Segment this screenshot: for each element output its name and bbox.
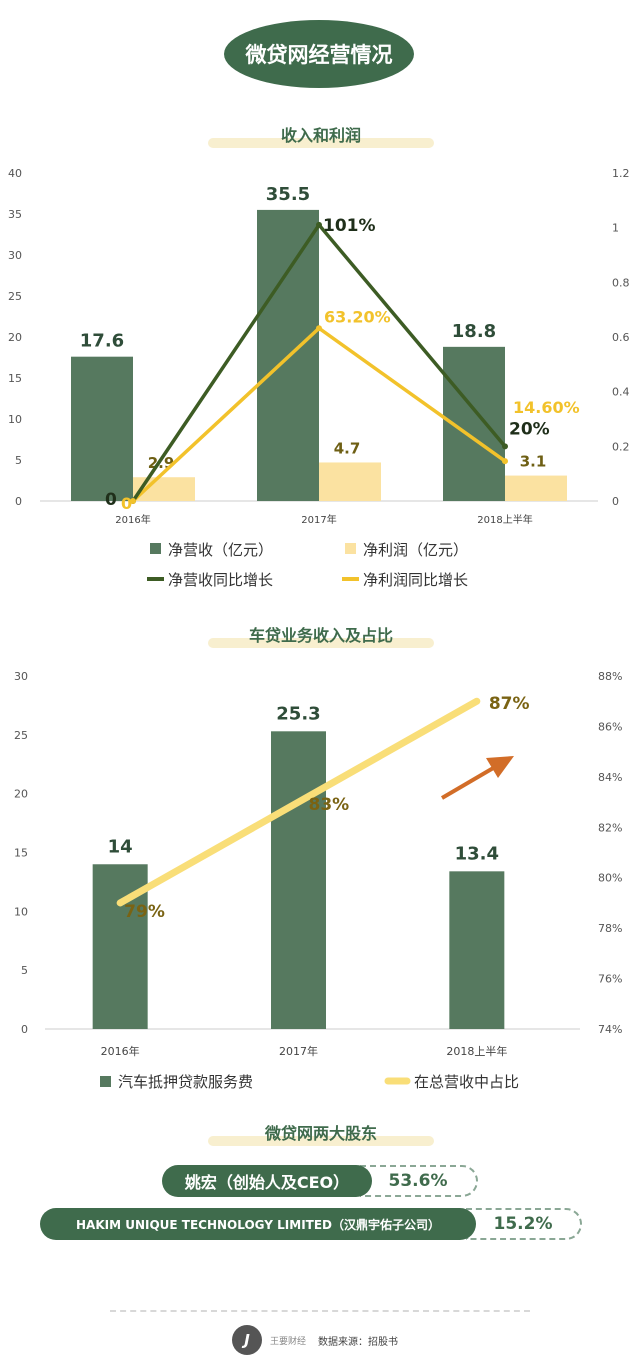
- bar-net-profit: [133, 477, 195, 501]
- y-tick-label-left: 0: [21, 1023, 28, 1036]
- y-tick-label-right: 0.2: [612, 440, 630, 453]
- y-tick-label-right: 82%: [598, 821, 622, 834]
- data-label-net-revenue: 17.6: [80, 331, 124, 352]
- y-tick-label-right: 80%: [598, 872, 622, 885]
- car-loan-chart: 0 5 10 15 20 25 30 74% 76% 78% 80% 82% 84% 86% 88% 2016…: [14, 670, 622, 1091]
- data-label-profit-growth: 14.60%: [513, 398, 580, 417]
- logo-text: 王要财经: [270, 1336, 307, 1347]
- footer: J 王要财经 数据来源：招股书: [232, 1322, 398, 1358]
- x-tick-label: 2016年: [101, 1044, 140, 1058]
- revenue-profit-chart: 0 5 10 15 20 25 30 35 40 0 0.2 0.4 0.6 0.8 1 1.2 2016年 20…: [8, 167, 630, 589]
- data-label-share-of-revenue: 83%: [309, 795, 350, 815]
- legend-line-swatch: [342, 577, 359, 581]
- shareholder-1-name: 姚宏（创始人及CEO）: [162, 1165, 372, 1197]
- y-tick-label-right: 74%: [598, 1023, 622, 1036]
- legend-label: 在总营收中占比: [414, 1073, 519, 1091]
- data-label-revenue-growth: 20%: [509, 419, 550, 439]
- data-label-car-loan-fee: 13.4: [455, 843, 499, 864]
- legend-label: 净营收同比增长: [168, 571, 273, 589]
- data-label-share-of-revenue: 79%: [124, 902, 165, 922]
- y-tick-label-right: 0.4: [612, 386, 630, 399]
- legend-swatch: [345, 543, 356, 554]
- point-profit-growth: [130, 498, 136, 504]
- data-label-profit-growth: 63.20%: [324, 307, 391, 326]
- x-tick-label: 2018上半年: [477, 513, 532, 526]
- bar-car-loan-fee: [449, 871, 505, 1029]
- bar-net-profit: [505, 475, 567, 501]
- y-tick-label-left: 15: [8, 372, 22, 385]
- logo-icon: J: [232, 1325, 262, 1355]
- y-tick-label-left: 25: [14, 729, 28, 742]
- x-tick-label: 2016年: [115, 513, 150, 526]
- line-share-of-revenue: [116, 697, 481, 907]
- y-tick-label-right: 1.2: [612, 167, 630, 180]
- data-label-net-revenue: 35.5: [266, 184, 310, 205]
- y-tick-label-right: 0.6: [612, 331, 630, 344]
- legend-label: 净利润（亿元）: [363, 541, 468, 559]
- y-tick-label-left: 20: [8, 331, 22, 344]
- x-tick-label: 2017年: [301, 513, 336, 526]
- shareholder-1-percent: 53.6%: [360, 1165, 478, 1197]
- y-tick-label-left: 5: [15, 454, 22, 467]
- data-label-revenue-growth: 101%: [323, 216, 376, 236]
- section-title-text: 微贷网两大股东: [264, 1124, 377, 1143]
- point-revenue-growth: [316, 221, 322, 228]
- data-label-car-loan-fee: 25.3: [276, 703, 320, 724]
- main-title: 微贷网经营情况: [224, 20, 414, 88]
- point-profit-growth: [502, 458, 508, 465]
- y-tick-label-left: 35: [8, 208, 22, 221]
- data-label-revenue-growth: 0: [105, 490, 117, 510]
- legend-swatch: [150, 543, 161, 554]
- y-tick-label-right: 86%: [598, 720, 622, 733]
- data-label-profit-growth: 0: [121, 494, 132, 513]
- y-tick-label-left: 10: [8, 413, 22, 426]
- bar-net-revenue: [71, 356, 133, 501]
- section-title-text: 收入和利润: [280, 126, 361, 145]
- section-title-text: 车贷业务收入及占比: [248, 626, 393, 645]
- footer-divider: [110, 1310, 530, 1312]
- section-title-shareholders: 微贷网两大股东: [208, 1120, 434, 1146]
- legend-label: 净利润同比增长: [363, 571, 468, 589]
- point-revenue-growth: [502, 443, 508, 450]
- trend-arrow-shaft: [440, 765, 497, 800]
- bar-car-loan-fee: [271, 731, 326, 1029]
- y-tick-label-left: 25: [8, 290, 22, 303]
- x-tick-label: 2017年: [279, 1044, 318, 1058]
- y-tick-label-left: 0: [15, 495, 22, 508]
- bar-net-profit: [319, 462, 381, 501]
- trend-arrow-head: [486, 756, 514, 778]
- y-tick-label-left: 40: [8, 167, 22, 180]
- data-label-share-of-revenue: 87%: [489, 694, 530, 714]
- y-tick-label-right: 78%: [598, 922, 622, 935]
- shareholder-2-percent: 15.2%: [466, 1208, 582, 1240]
- legend-label: 汽车抵押贷款服务费: [118, 1073, 253, 1091]
- data-label-net-profit: 3.1: [520, 453, 547, 471]
- y-tick-label-right: 0: [612, 495, 619, 508]
- point-profit-growth: [316, 325, 322, 332]
- y-tick-label-right: 0.8: [612, 276, 630, 289]
- y-tick-label-left: 30: [8, 249, 22, 262]
- y-tick-label-left: 30: [14, 670, 28, 683]
- legend-label: 净营收（亿元）: [168, 541, 273, 559]
- y-tick-label-left: 20: [14, 788, 28, 801]
- y-tick-label-right: 84%: [598, 771, 622, 784]
- data-label-car-loan-fee: 14: [108, 836, 133, 857]
- x-tick-label: 2018上半年: [446, 1044, 507, 1058]
- y-tick-label-right: 88%: [598, 670, 622, 683]
- section-title-car-loan: 车贷业务收入及占比: [208, 622, 434, 648]
- y-tick-label-left: 10: [14, 905, 28, 918]
- y-tick-label-left: 5: [21, 964, 28, 977]
- legend-line-swatch: [147, 577, 164, 581]
- legend-swatch: [100, 1076, 111, 1087]
- y-tick-label-left: 15: [14, 847, 28, 860]
- data-label-net-profit: 4.7: [334, 439, 361, 457]
- data-source: 数据来源：招股书: [318, 1336, 399, 1348]
- section-title-revenue-profit: 收入和利润: [208, 122, 434, 148]
- data-label-net-revenue: 18.8: [452, 321, 496, 342]
- shareholder-2-name: HAKIM UNIQUE TECHNOLOGY LIMITED（汉鼎宇佑子公司）: [40, 1208, 476, 1240]
- y-tick-label-right: 1: [612, 222, 619, 235]
- y-tick-label-right: 76%: [598, 973, 622, 986]
